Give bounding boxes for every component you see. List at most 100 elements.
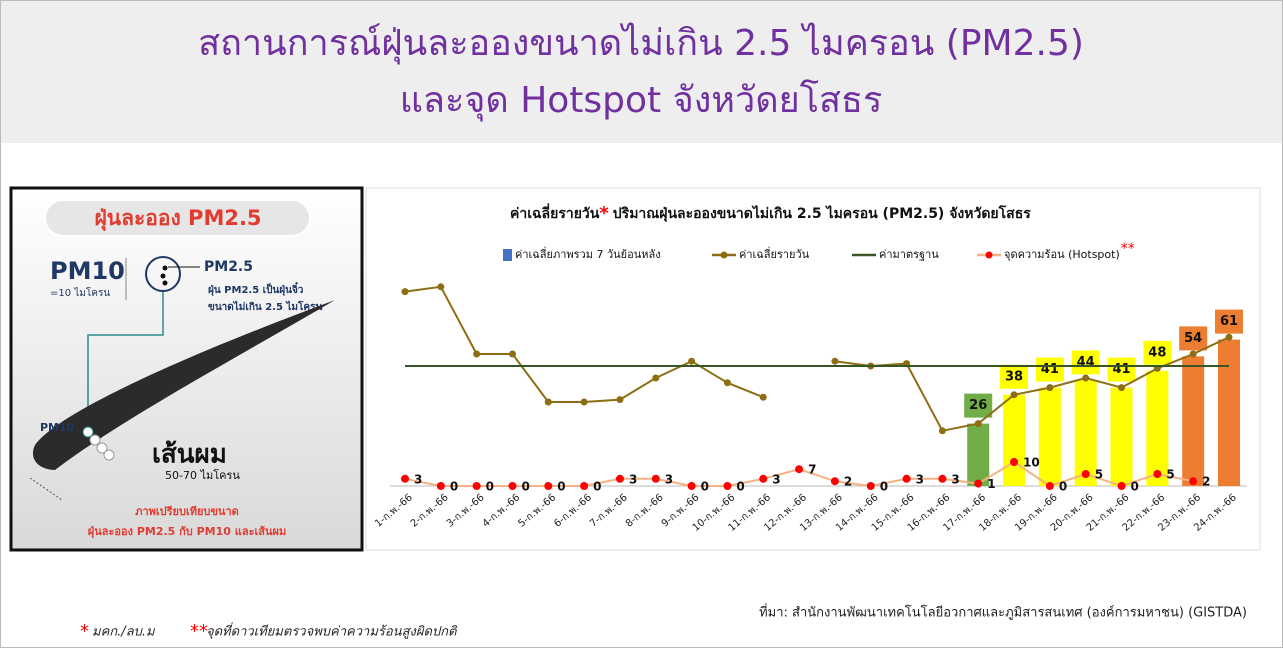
bar-label: 54 (1184, 331, 1202, 346)
point-label: 5 (1095, 468, 1103, 482)
legend-swatch (503, 249, 512, 261)
point (759, 393, 767, 401)
label: =10 ไมโครน (50, 286, 110, 299)
point-label: 0 (450, 480, 458, 494)
point (1117, 482, 1126, 490)
legend-mark: ** (1121, 241, 1135, 257)
bar-label: 41 (1041, 362, 1059, 377)
point (831, 357, 839, 365)
point-label: 10 (1023, 456, 1040, 470)
point (974, 479, 983, 488)
title-part: ปริมาณฝุ่นละอองขนาดไม่เกิน 2.5 ไมครอน (P… (613, 204, 1031, 222)
source: ที่มา: สำนักงานพัฒนาเทคโนโลยีอวกาศและภูม… (759, 604, 1247, 621)
legend-label: ค่าเฉลี่ยรายวัน (739, 246, 810, 261)
header-band (1, 1, 1282, 143)
label: PM2.5 (204, 259, 253, 275)
label: ฝุ่น PM2.5 เป็นฝุ่นจิ๋ว (208, 282, 304, 296)
bar-label-box (1215, 309, 1243, 334)
bar (967, 423, 990, 486)
legend-label: จุดความร้อน (Hotspot) (1004, 248, 1120, 261)
badge-text: ฝุ่นละออง PM2.5 (94, 206, 261, 232)
bar-label-box (1000, 364, 1029, 389)
point (1189, 477, 1198, 486)
label: PM10 (50, 257, 125, 285)
point (687, 482, 696, 490)
point (508, 482, 517, 490)
point (1081, 470, 1090, 478)
bar-label: 48 (1148, 345, 1166, 360)
point-label: 1 (987, 477, 995, 491)
point-label: 0 (521, 480, 529, 494)
point-label: 0 (557, 480, 565, 494)
dot (82, 426, 94, 438)
label: ขนาดไม่เกิน 2.5 ไมโครน (208, 300, 322, 313)
point-label: 0 (736, 480, 744, 494)
point (688, 357, 696, 365)
point (938, 427, 946, 435)
point (401, 288, 409, 296)
dot (103, 449, 115, 461)
point-label: 2 (1202, 475, 1210, 489)
point-label: 0 (880, 480, 888, 494)
bar (1146, 370, 1169, 486)
point (1045, 482, 1054, 490)
bar (1218, 339, 1240, 486)
point-label: 7 (808, 463, 816, 477)
point-label: 5 (1166, 468, 1174, 482)
point (580, 398, 588, 406)
point (437, 283, 445, 291)
point (1225, 333, 1233, 341)
caption: ภาพเปรียบเทียบขนาด (135, 505, 239, 518)
point (580, 482, 589, 490)
point (651, 474, 660, 483)
bar (1003, 394, 1026, 486)
point (759, 474, 768, 483)
point (616, 396, 624, 404)
point-label: 3 (916, 472, 924, 486)
point (1082, 374, 1090, 382)
bar-label-box (1179, 326, 1208, 351)
point (473, 350, 481, 358)
bar (1110, 387, 1133, 486)
dot (162, 280, 168, 286)
badge (44, 199, 311, 237)
chart-title: ค่าเฉลี่ยรายวัน* ปริมาณฝุ่นละอองขนาดไม่เก… (510, 203, 1031, 224)
legend-label: ค่ามาตรฐาน (879, 248, 939, 261)
footnote-mark: * (80, 621, 89, 642)
point (472, 482, 481, 490)
title-part: ค่าเฉลี่ยรายวัน (510, 203, 600, 222)
point (866, 482, 875, 490)
point-label: 3 (772, 472, 780, 486)
point (1189, 350, 1197, 358)
bar-label: 41 (1112, 362, 1130, 377)
point (1118, 384, 1126, 392)
point (652, 374, 660, 382)
dot (96, 442, 108, 454)
title-part: * (599, 203, 609, 224)
point (974, 420, 982, 428)
title-line: และจุด Hotspot จังหวัดยโสธร (400, 79, 883, 122)
point-label: 0 (1131, 480, 1139, 494)
bar-label-box (1035, 357, 1064, 382)
title-line: สถานการณ์ฝุ่นละอองขนาดไม่เกิน 2.5 ไมครอน… (198, 22, 1084, 65)
point-label: 2 (844, 475, 852, 489)
point-label: 0 (486, 480, 494, 494)
pm10-circle (145, 256, 181, 292)
point (436, 482, 445, 490)
label: เส้นผม (152, 440, 227, 470)
connector (87, 292, 164, 430)
point (544, 482, 553, 490)
legend-marker (985, 251, 993, 259)
point-label: 0 (701, 480, 709, 494)
point (830, 477, 839, 486)
point-label: 3 (414, 472, 422, 486)
footnote: จุดที่ดาวเทียมตรวจพบค่าความร้อนสูงผิดปกต… (206, 622, 457, 640)
bar-label-box (1107, 357, 1136, 382)
point (938, 474, 947, 483)
bar-label: 26 (969, 398, 987, 413)
dot (89, 434, 101, 446)
point (723, 482, 732, 490)
bar (1038, 387, 1061, 486)
